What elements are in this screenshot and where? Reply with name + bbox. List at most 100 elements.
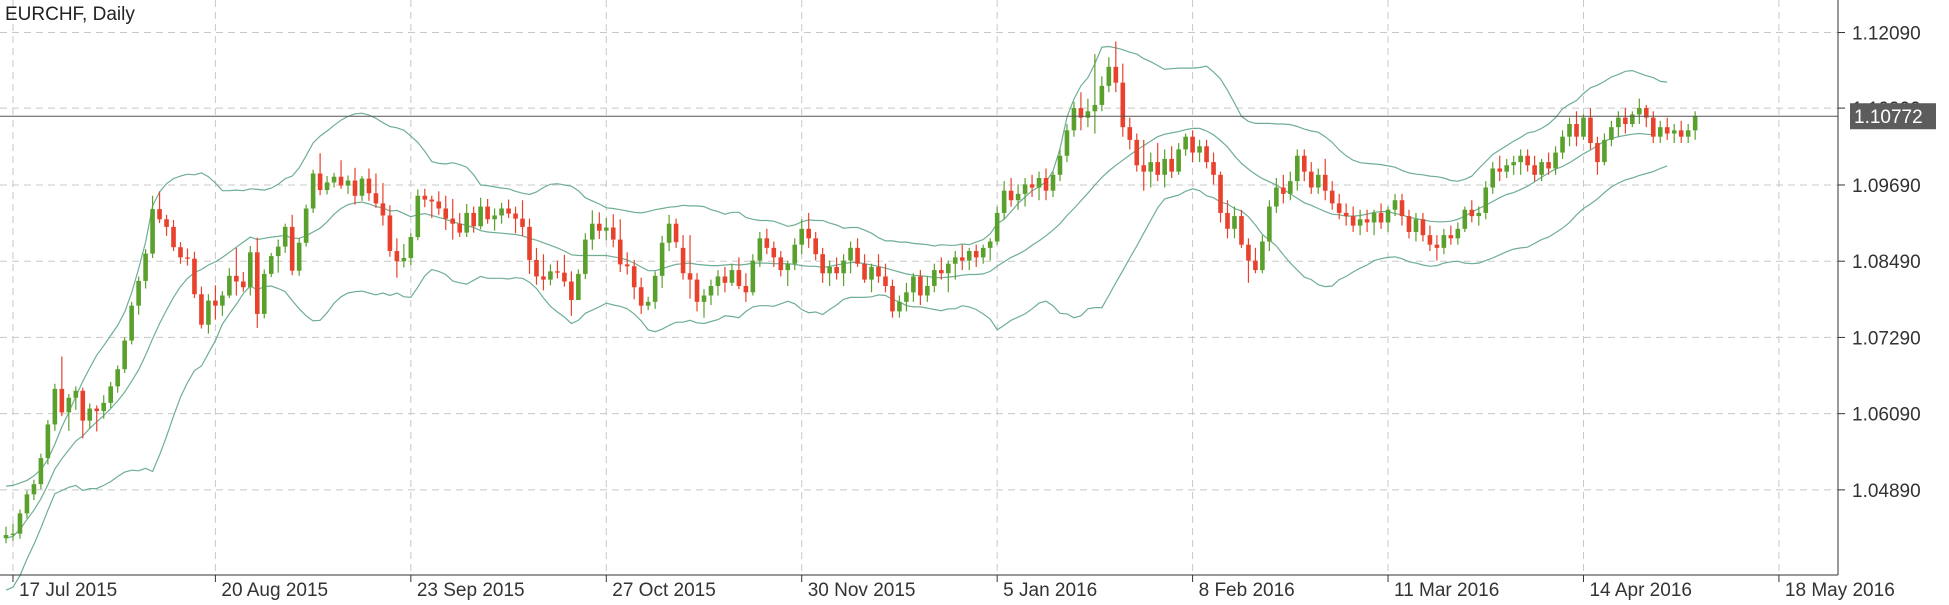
candle-down[interactable] (1678, 120, 1684, 144)
candle-down[interactable] (387, 205, 393, 257)
candle-up[interactable] (73, 386, 79, 410)
candle-up[interactable] (1015, 184, 1021, 210)
candle-up[interactable] (1455, 222, 1461, 245)
candle-up[interactable] (1462, 206, 1468, 232)
candle-up[interactable] (1685, 123, 1691, 144)
candle-down[interactable] (1546, 152, 1551, 175)
candle-down[interactable] (1301, 149, 1307, 182)
candle-up[interactable] (1609, 120, 1614, 147)
candle-down[interactable] (1469, 200, 1475, 223)
candle-down[interactable] (1190, 130, 1195, 163)
candle-down[interactable] (1623, 108, 1628, 134)
candle-up[interactable] (869, 263, 874, 293)
candle-down[interactable] (429, 195, 435, 219)
candle-up[interactable] (1483, 181, 1489, 220)
candle-up[interactable] (1560, 130, 1565, 159)
candle-up[interactable] (785, 260, 791, 286)
candle-up[interactable] (1050, 171, 1056, 198)
candle-up[interactable] (24, 490, 30, 519)
candle-down[interactable] (1029, 174, 1035, 198)
candle-down[interactable] (876, 254, 881, 283)
candle-up[interactable] (52, 383, 58, 431)
candle-up[interactable] (1176, 143, 1181, 175)
candle-down[interactable] (422, 188, 428, 208)
candle-up[interactable] (478, 197, 483, 230)
candle-up[interactable] (282, 223, 288, 253)
candle-up[interactable] (994, 206, 1000, 245)
candle-up[interactable] (248, 245, 253, 296)
candle-up[interactable] (1357, 209, 1363, 236)
candle-down[interactable] (171, 219, 176, 252)
candle-down[interactable] (1364, 209, 1370, 232)
candle-up[interactable] (799, 219, 805, 255)
candle-up[interactable] (268, 252, 274, 278)
candle-up[interactable] (1197, 139, 1202, 163)
candle-down[interactable] (157, 191, 162, 224)
candle-down[interactable] (813, 231, 818, 261)
candle-down[interactable] (1113, 41, 1119, 93)
candle-down[interactable] (1525, 149, 1530, 172)
candle-up[interactable] (904, 282, 909, 312)
candle-up[interactable] (701, 289, 707, 318)
candle-up[interactable] (1260, 235, 1265, 274)
candle-down[interactable] (1204, 139, 1209, 169)
candle-up[interactable] (108, 381, 113, 408)
candle-up[interactable] (1022, 177, 1028, 207)
candle-down[interactable] (778, 251, 784, 277)
candle-up[interactable] (310, 169, 316, 213)
candle-down[interactable] (764, 228, 770, 255)
candle-down[interactable] (164, 214, 169, 236)
candle-up[interactable] (1630, 111, 1635, 128)
candle-down[interactable] (855, 238, 860, 267)
candle-down[interactable] (1239, 209, 1244, 248)
candle-up[interactable] (150, 195, 155, 259)
candle-up[interactable] (590, 210, 595, 250)
candle-down[interactable] (1497, 155, 1503, 182)
candle-down[interactable] (1343, 203, 1349, 226)
candle-down[interactable] (1308, 162, 1314, 194)
candle-up[interactable] (1581, 114, 1586, 140)
candle-down[interactable] (436, 191, 442, 215)
candle-up[interactable] (666, 214, 672, 252)
candle-up[interactable] (331, 172, 337, 188)
candle-down[interactable] (1588, 108, 1593, 150)
candle-up[interactable] (38, 453, 44, 490)
candle-down[interactable] (680, 235, 686, 280)
candle-down[interactable] (1078, 92, 1084, 131)
candle-down[interactable] (806, 212, 811, 248)
candle-up[interactable] (792, 238, 798, 271)
candle-up[interactable] (708, 279, 714, 306)
candle-down[interactable] (694, 273, 700, 312)
candle-down[interactable] (213, 285, 218, 320)
candle-up[interactable] (652, 271, 658, 309)
candle-down[interactable] (457, 212, 462, 238)
candle-up[interactable] (548, 264, 553, 286)
candle-up[interactable] (401, 244, 407, 268)
candle-down[interactable] (541, 254, 546, 291)
candle-down[interactable] (373, 173, 379, 208)
candle-up[interactable] (576, 269, 581, 300)
candle-up[interactable] (1099, 76, 1105, 112)
candle-down[interactable] (820, 247, 825, 283)
candle-down[interactable] (352, 167, 358, 205)
candle-up[interactable] (303, 204, 309, 247)
candle-down[interactable] (199, 286, 204, 329)
candle-down[interactable] (1434, 235, 1440, 261)
candle-down[interactable] (1225, 200, 1230, 239)
candle-up[interactable] (1092, 54, 1098, 134)
candle-down[interactable] (771, 241, 777, 267)
candle-up[interactable] (946, 260, 951, 293)
candle-up[interactable] (1288, 171, 1293, 201)
candle-up[interactable] (1057, 149, 1063, 182)
candle-down[interactable] (890, 279, 895, 318)
candle-up[interactable] (17, 509, 23, 539)
candle-up[interactable] (45, 420, 51, 465)
candle-down[interactable] (1141, 139, 1147, 191)
candle-up[interactable] (101, 395, 107, 419)
candle-down[interactable] (1322, 158, 1328, 201)
candle-down[interactable] (185, 248, 190, 266)
candle-down[interactable] (736, 257, 742, 290)
candle-down[interactable] (883, 263, 888, 293)
candle-down[interactable] (1532, 155, 1537, 182)
candle-down[interactable] (1043, 168, 1049, 201)
